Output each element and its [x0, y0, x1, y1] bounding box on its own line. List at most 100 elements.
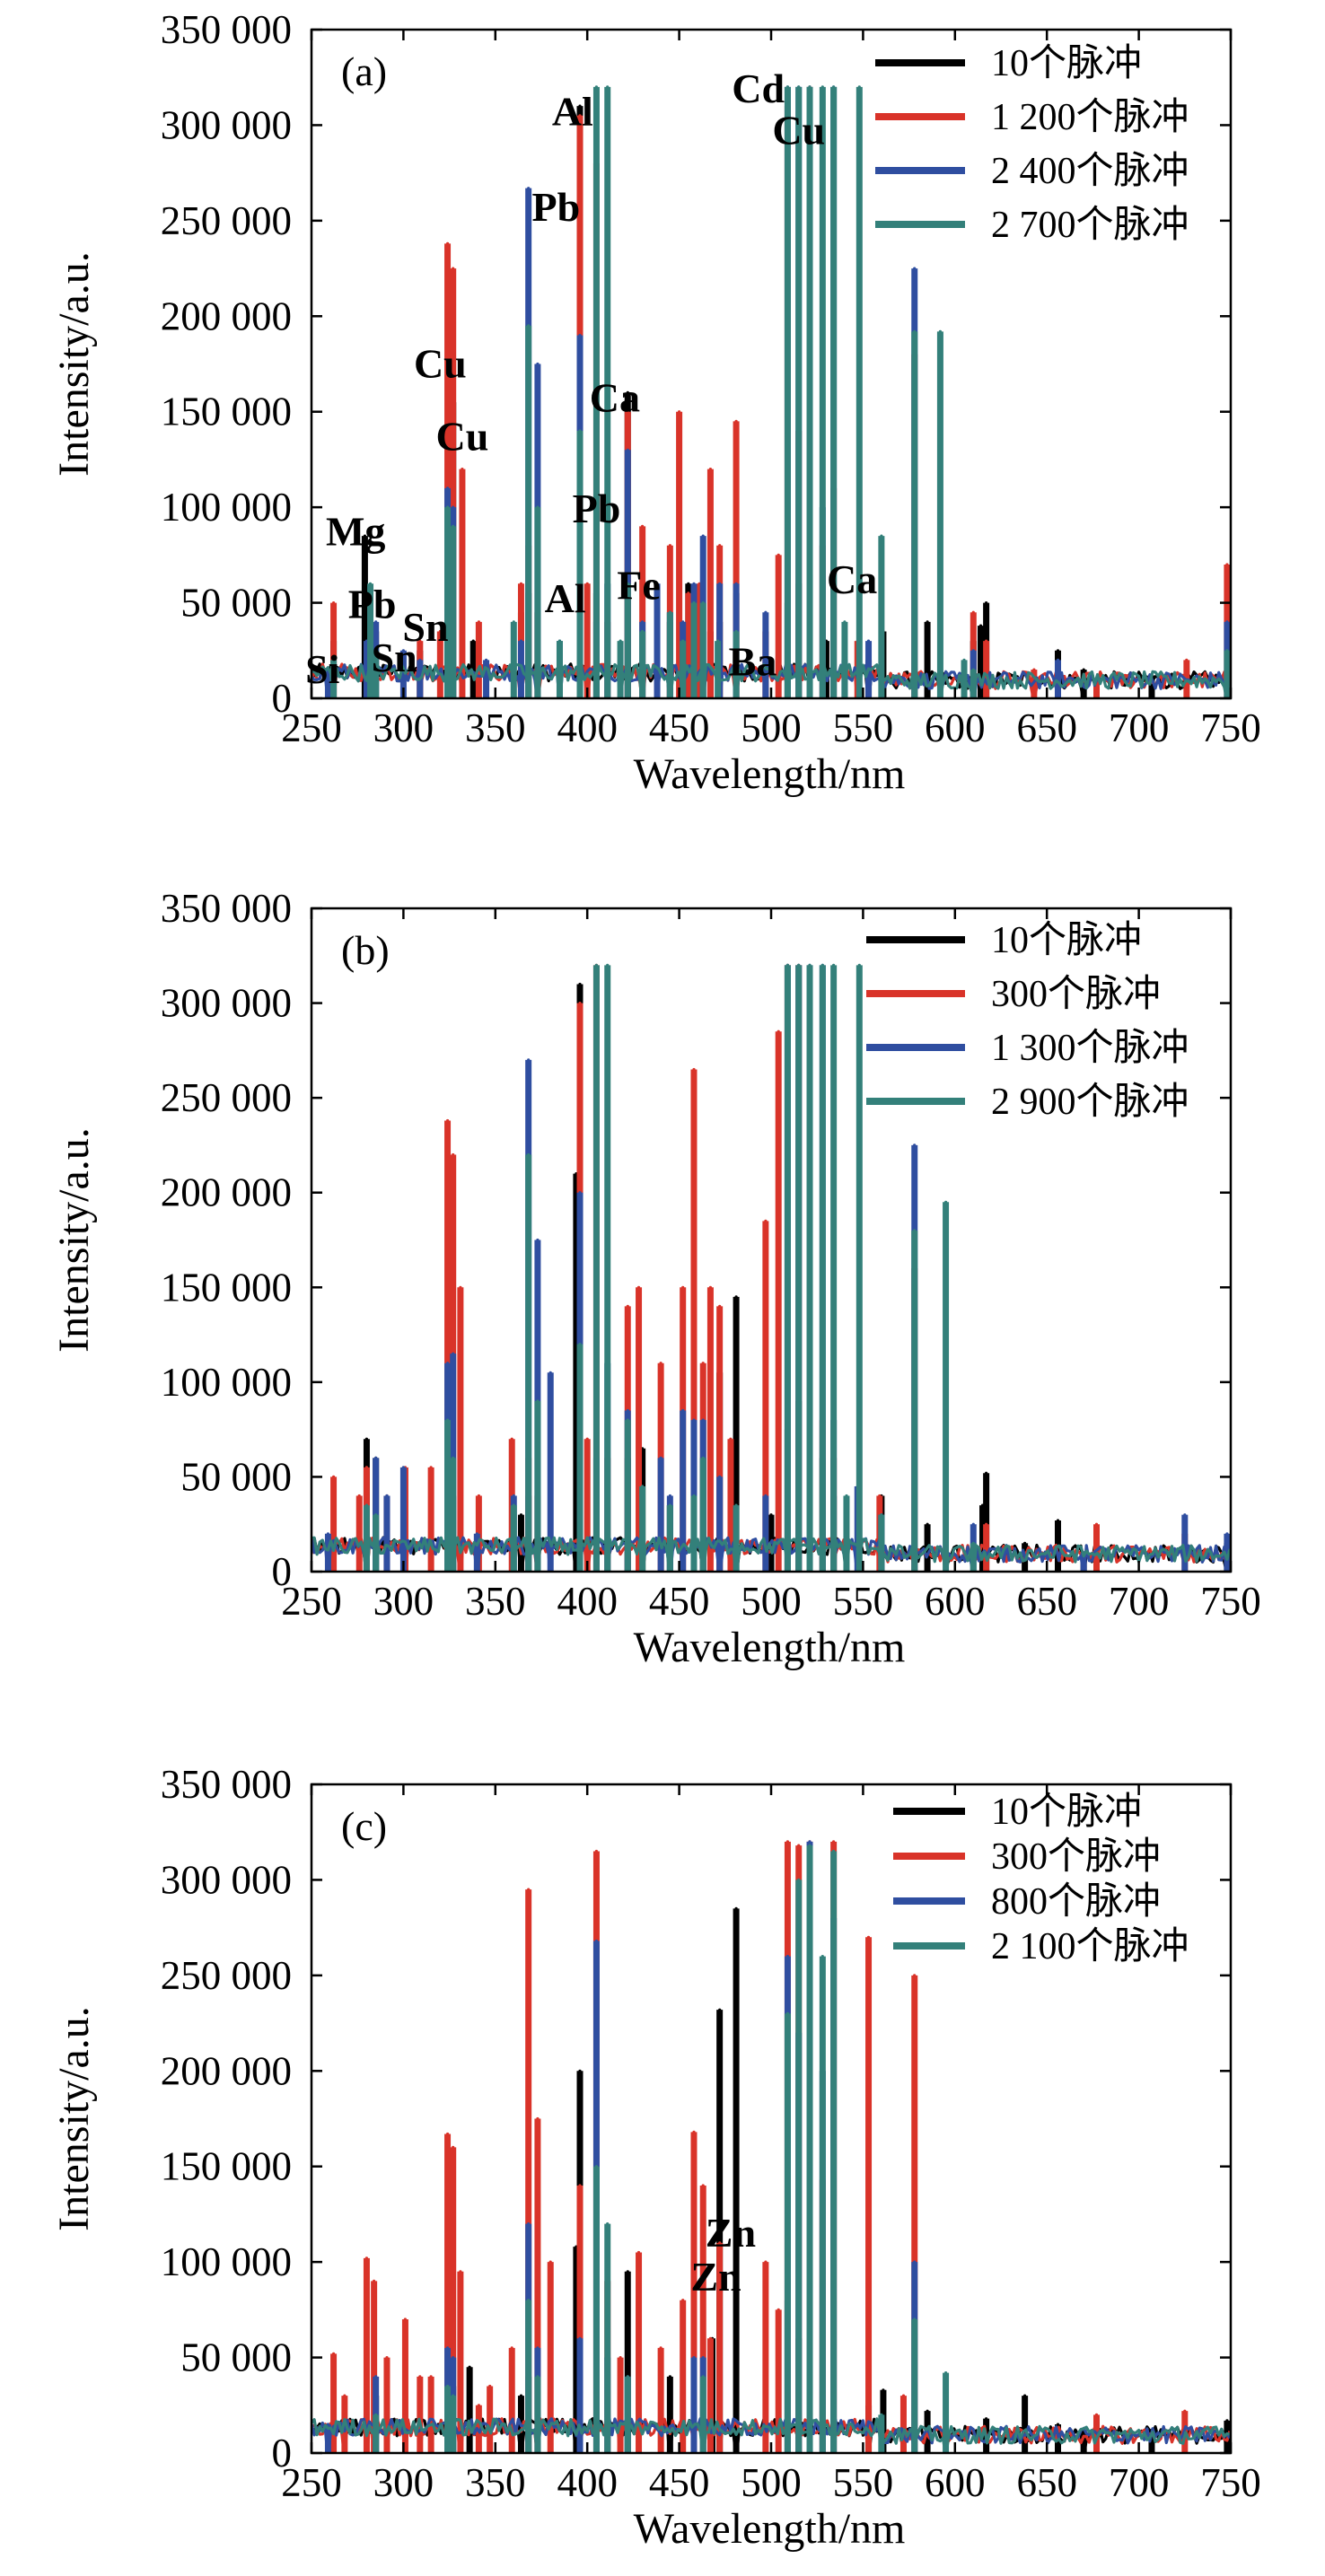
x-tick-label: 300: [373, 1579, 434, 1624]
legend-label: 2 400个脉冲: [991, 151, 1189, 192]
legend-label: 1 300个脉冲: [991, 1028, 1189, 1069]
y-tick-label: 300 000: [161, 102, 292, 147]
x-tick-label: 250: [281, 2460, 342, 2505]
y-tick-label: 100 000: [161, 485, 292, 530]
x-tick-label: 650: [1016, 2460, 1077, 2505]
plot-area: [312, 85, 1231, 698]
series-line-4: [312, 963, 1231, 1572]
y-axis-title: Intensity/a.u.: [50, 251, 98, 477]
element-annotation: Cu: [414, 340, 467, 386]
legend-label: 2 900个脉冲: [991, 1082, 1189, 1123]
y-tick-label: 150 000: [161, 1265, 292, 1310]
x-tick-label: 250: [281, 1579, 342, 1624]
legend: 10个脉冲 300个脉冲 1 300个脉冲 2 900个脉冲: [866, 920, 1189, 1123]
x-tick-label: 450: [649, 1579, 710, 1624]
element-annotation: Fe: [617, 562, 661, 608]
element-annotation: Ca: [590, 375, 640, 421]
element-annotation: Cu: [772, 108, 825, 153]
x-tick-label: 350: [465, 705, 526, 750]
y-tick-label: 350 000: [161, 886, 292, 931]
element-annotation: Sn: [372, 635, 417, 680]
element-annotation: Cu: [436, 413, 489, 459]
legend-label: 2 100个脉冲: [991, 1926, 1189, 1967]
y-tick-label: 250 000: [161, 1075, 292, 1120]
legend-label: 1 200个脉冲: [991, 97, 1189, 138]
x-tick-label: 400: [557, 1579, 618, 1624]
y-tick-label: 100 000: [161, 2239, 292, 2284]
element-annotation: Pb: [532, 184, 581, 230]
x-tick-label: 650: [1016, 1579, 1077, 1624]
x-tick-label: 650: [1016, 705, 1077, 750]
y-tick-label: 150 000: [161, 2144, 292, 2189]
element-annotation: Zn: [706, 2210, 756, 2256]
x-tick-label: 500: [741, 2460, 802, 2505]
plot-area: [312, 963, 1231, 1572]
y-tick-label: 50 000: [180, 2335, 292, 2380]
y-tick-label: 350 000: [161, 7, 292, 52]
x-tick-label: 450: [649, 2460, 710, 2505]
y-tick-label: 150 000: [161, 390, 292, 434]
legend-label: 10个脉冲: [991, 1792, 1142, 1833]
x-axis-title: Wavelength/nm: [634, 2505, 906, 2553]
x-tick-label: 750: [1200, 1579, 1261, 1624]
element-annotation: Ca: [827, 556, 877, 602]
element-annotation: Cd: [732, 66, 785, 111]
y-tick-label: 50 000: [180, 581, 292, 626]
series-line-4: [312, 1844, 1231, 2453]
x-tick-label: 600: [925, 705, 986, 750]
panel-label: (b): [341, 927, 390, 973]
legend-label: 300个脉冲: [991, 974, 1161, 1015]
x-tick-label: 750: [1200, 705, 1261, 750]
legend-label: 800个脉冲: [991, 1881, 1161, 1923]
x-tick-label: 550: [833, 705, 894, 750]
legend-label: 2 700个脉冲: [991, 205, 1189, 246]
panel-label: (c): [341, 1803, 387, 1849]
x-tick-label: 350: [465, 2460, 526, 2505]
element-annotation: Al: [552, 88, 593, 134]
x-tick-label: 300: [373, 705, 434, 750]
x-tick-label: 400: [557, 2460, 618, 2505]
element-annotation: Si: [305, 646, 340, 692]
y-tick-label: 200 000: [161, 1170, 292, 1215]
element-annotation: Sn: [402, 604, 448, 650]
plot-area: [312, 1840, 1231, 2453]
y-tick-label: 50 000: [180, 1454, 292, 1499]
chart-panel-a: 250 300 350 400 450 500 550 600 650 700 750 0 50 000…: [50, 7, 1261, 798]
x-tick-label: 550: [833, 1579, 894, 1624]
element-annotation: Ba: [729, 638, 777, 684]
x-tick-label: 500: [741, 705, 802, 750]
y-axis-title: Intensity/a.u.: [50, 1127, 98, 1353]
y-axis-title: Intensity/a.u.: [50, 2006, 98, 2231]
x-tick-label: 400: [557, 705, 618, 750]
x-tick-label: 450: [649, 705, 710, 750]
legend-label: 10个脉冲: [991, 43, 1142, 84]
x-tick-label: 550: [833, 2460, 894, 2505]
y-tick-label: 250 000: [161, 198, 292, 243]
element-annotation: Mg: [326, 509, 385, 555]
x-tick-label: 600: [925, 2460, 986, 2505]
x-tick-label: 500: [741, 1579, 802, 1624]
x-axis-title: Wavelength/nm: [634, 1624, 906, 1671]
y-tick-label: 100 000: [161, 1360, 292, 1405]
y-tick-label: 200 000: [161, 2048, 292, 2093]
x-tick-label: 700: [1109, 1579, 1170, 1624]
x-tick-label: 750: [1200, 2460, 1261, 2505]
y-tick-label: 0: [272, 676, 293, 721]
x-tick-label: 300: [373, 2460, 434, 2505]
element-annotation: Pb: [573, 486, 621, 531]
y-tick-label: 200 000: [161, 294, 292, 338]
chart-panel-b: 250 300 350 400 450 500 550 600 650 700 750 0 50 000…: [50, 886, 1261, 1671]
x-axis-title: Wavelength/nm: [634, 750, 906, 798]
element-annotation: Pb: [348, 582, 397, 627]
y-tick-label: 0: [272, 2431, 293, 2475]
y-tick-label: 350 000: [161, 1762, 292, 1807]
legend-label: 300个脉冲: [991, 1836, 1161, 1878]
y-tick-label: 300 000: [161, 981, 292, 1026]
panel-label: (a): [341, 48, 387, 94]
x-tick-label: 600: [925, 1579, 986, 1624]
legend-label: 10个脉冲: [991, 920, 1142, 961]
y-tick-label: 300 000: [161, 1857, 292, 1902]
element-annotation: Zn: [690, 2254, 741, 2300]
